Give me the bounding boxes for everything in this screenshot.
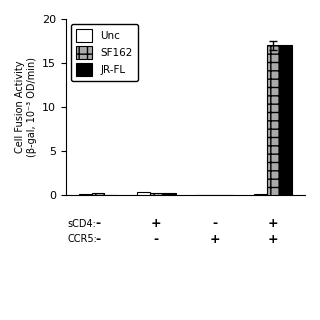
Text: -: -	[212, 217, 217, 230]
Bar	[79, 194, 92, 195]
Text: -: -	[95, 233, 100, 246]
Y-axis label: Cell Fusion Activity
(β-gal, 10⁻³ OD/min): Cell Fusion Activity (β-gal, 10⁻³ OD/min…	[15, 57, 36, 157]
Bar	[92, 193, 104, 195]
Bar	[267, 45, 279, 195]
Bar	[163, 193, 176, 195]
Bar	[137, 192, 150, 195]
Text: +: +	[151, 217, 162, 230]
Text: +: +	[209, 233, 220, 246]
Text: -: -	[95, 217, 100, 230]
Bar	[254, 194, 267, 195]
Text: -: -	[154, 233, 159, 246]
Legend: Unc, SF162, JR-FL: Unc, SF162, JR-FL	[71, 24, 138, 81]
Bar	[279, 44, 292, 195]
Text: +: +	[268, 233, 278, 246]
Text: CCR5:: CCR5:	[68, 234, 98, 244]
Bar	[150, 193, 163, 195]
Text: +: +	[268, 217, 278, 230]
Text: sCD4:: sCD4:	[68, 219, 97, 228]
